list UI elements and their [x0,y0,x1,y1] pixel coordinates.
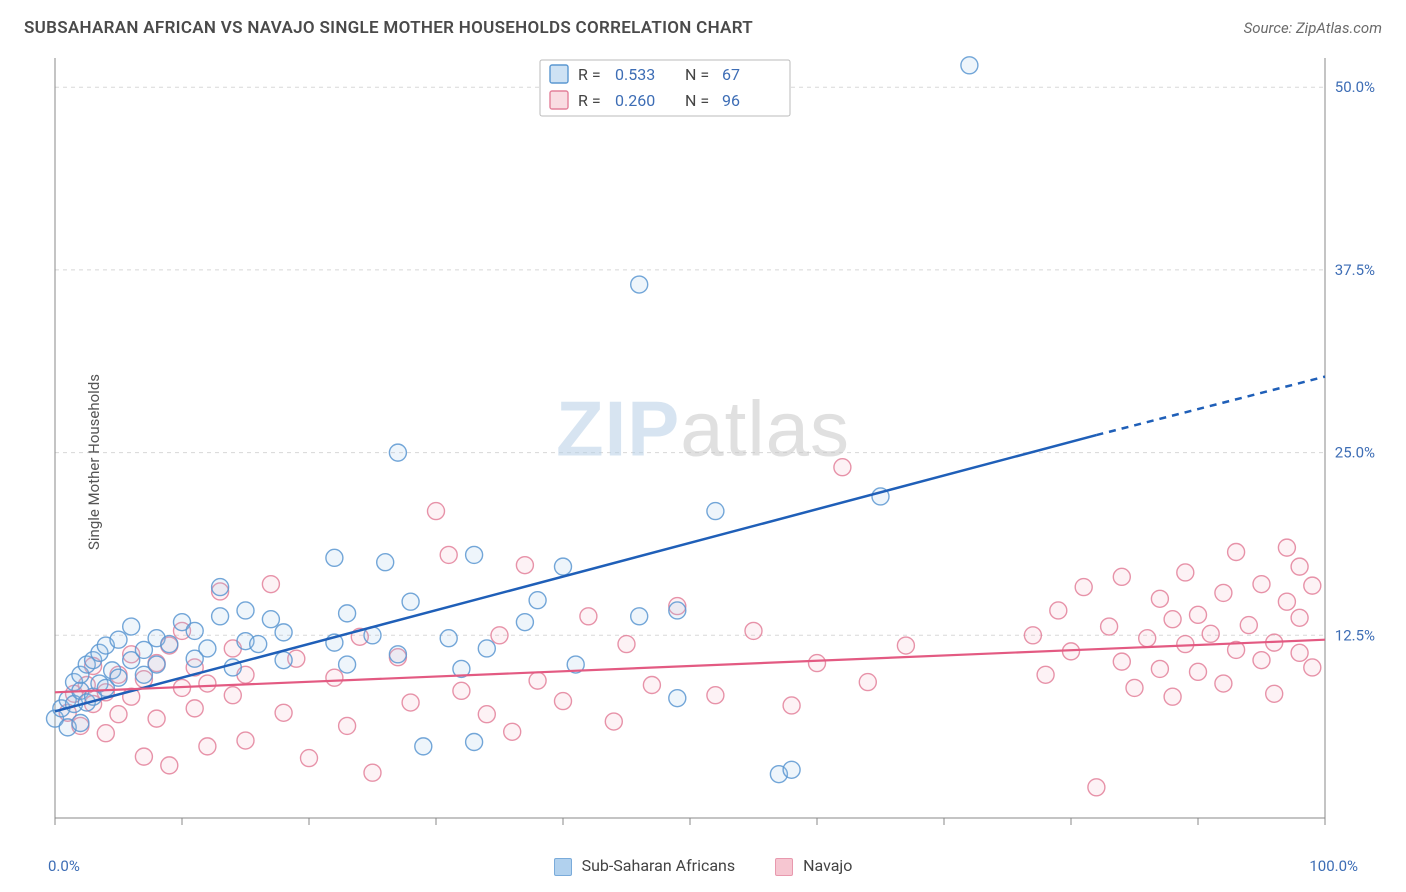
svg-text:37.5%: 37.5% [1335,261,1375,279]
chart-title: SUBSAHARAN AFRICAN VS NAVAJO SINGLE MOTH… [24,18,753,38]
svg-text:0.260: 0.260 [615,91,655,110]
svg-text:R =: R = [578,91,601,110]
legend-label-subsaharan: Sub-Saharan Africans [582,856,736,875]
svg-text:96: 96 [722,91,740,110]
scatter-plot: 12.5% 25.0% 37.5% 50.0% R = 0.533 N = 67 R = 0.26… [0,46,1406,846]
legend-item-subsaharan: Sub-Saharan Africans [554,856,736,876]
x-axis-max-label: 100.0% [1309,857,1358,875]
svg-text:R =: R = [578,65,601,84]
svg-text:N =: N = [685,65,709,84]
chart-header: SUBSAHARAN AFRICAN VS NAVAJO SINGLE MOTH… [0,0,1406,46]
source-label: Source: ZipAtlas.com [1244,19,1382,37]
bottom-legend: 0.0% Sub-Saharan Africans Navajo 100.0% [0,856,1406,876]
legend-swatch-subsaharan [554,858,572,876]
svg-text:N =: N = [685,91,709,110]
svg-text:25.0%: 25.0% [1335,444,1375,462]
svg-text:67: 67 [722,65,740,84]
legend-label-navajo: Navajo [803,856,852,875]
legend-swatch-navajo [775,858,793,876]
x-axis-min-label: 0.0% [48,857,80,875]
legend-item-navajo: Navajo [775,856,852,876]
svg-text:12.5%: 12.5% [1335,626,1375,644]
svg-text:50.0%: 50.0% [1335,78,1375,96]
y-axis-label: Single Mother Households [85,374,103,550]
chart-area: Single Mother Households ZIPatlas 12.5%2… [0,46,1406,878]
svg-text:0.533: 0.533 [615,65,655,84]
